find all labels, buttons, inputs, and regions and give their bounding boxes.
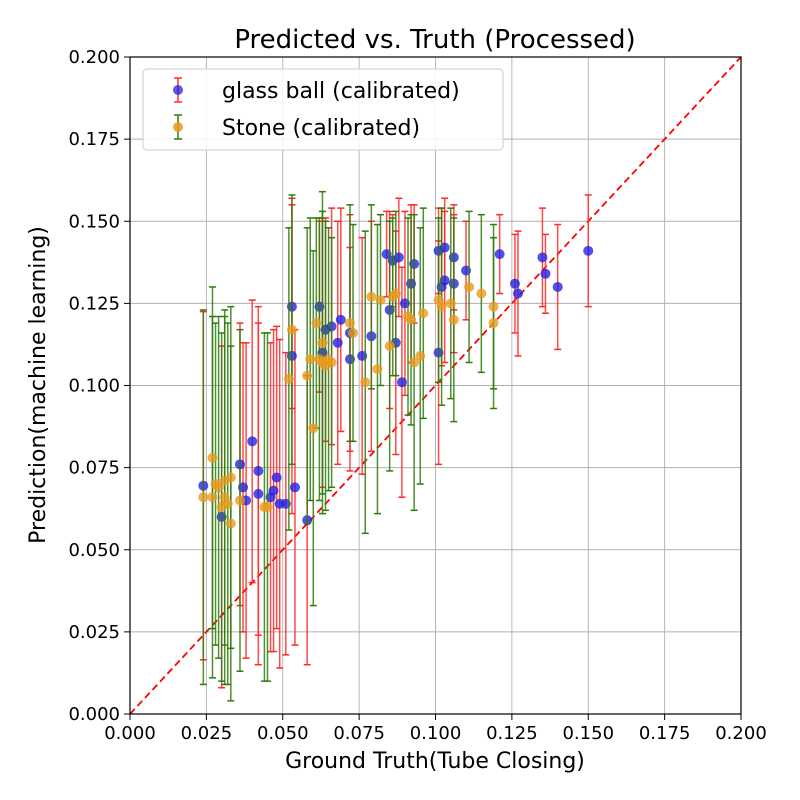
data-point bbox=[372, 364, 383, 375]
series-1-points bbox=[198, 281, 499, 529]
axis-ticks: 0.000 0.025 0.050 0.075 0.100 0.125 0.150 0.175… bbox=[68, 47, 766, 744]
data-point bbox=[406, 314, 417, 325]
data-point bbox=[583, 245, 594, 256]
x-tick-label: 0.100 bbox=[410, 723, 462, 744]
data-point bbox=[289, 482, 300, 493]
data-point bbox=[375, 295, 386, 306]
legend-label-stone: Stone (calibrated) bbox=[222, 116, 420, 141]
data-point bbox=[207, 452, 218, 463]
x-tick-label: 0.075 bbox=[333, 723, 385, 744]
reference-line bbox=[129, 56, 742, 715]
data-point bbox=[332, 337, 343, 348]
data-point bbox=[225, 472, 236, 483]
x-tick-label: 0.200 bbox=[715, 723, 767, 744]
data-point bbox=[262, 502, 273, 513]
data-point bbox=[348, 327, 359, 338]
x-tick-label: 0.025 bbox=[181, 723, 233, 744]
data-point bbox=[552, 281, 563, 292]
y-tick-label: 0.000 bbox=[68, 704, 120, 725]
x-tick-label: 0.000 bbox=[104, 723, 156, 744]
legend-label-glass-ball: glass ball (calibrated) bbox=[222, 79, 460, 104]
data-point bbox=[464, 281, 475, 292]
data-point bbox=[488, 318, 499, 329]
data-point bbox=[213, 482, 224, 493]
x-tick-label: 0.175 bbox=[639, 723, 691, 744]
data-point bbox=[390, 288, 401, 299]
data-point bbox=[396, 377, 407, 388]
data-point bbox=[308, 423, 319, 434]
y-tick-label: 0.125 bbox=[68, 293, 120, 314]
data-point bbox=[311, 318, 322, 329]
x-tick-label: 0.150 bbox=[562, 723, 614, 744]
data-point bbox=[409, 357, 420, 368]
y-axis-label: Prediction(machine learning) bbox=[26, 226, 51, 544]
x-tick-label: 0.050 bbox=[257, 723, 309, 744]
data-point bbox=[253, 488, 264, 499]
data-point bbox=[488, 301, 499, 312]
data-point bbox=[286, 324, 297, 335]
data-point bbox=[509, 278, 520, 289]
legend-marker-glass-ball bbox=[173, 77, 183, 103]
data-point bbox=[512, 288, 523, 299]
data-point bbox=[268, 485, 279, 496]
data-point bbox=[247, 436, 258, 447]
data-point bbox=[222, 498, 233, 509]
data-point bbox=[225, 518, 236, 529]
x-tick-label: 0.125 bbox=[486, 723, 538, 744]
data-point bbox=[283, 373, 294, 384]
y-tick-label: 0.175 bbox=[68, 129, 120, 150]
x-axis-label: Ground Truth(Tube Closing) bbox=[285, 749, 585, 774]
data-point bbox=[234, 495, 245, 506]
data-point bbox=[448, 314, 459, 325]
y-tick-label: 0.075 bbox=[68, 458, 120, 479]
data-point bbox=[360, 377, 371, 388]
chart-title: Predicted vs. Truth (Processed) bbox=[234, 25, 635, 55]
data-point bbox=[198, 492, 209, 503]
legend-box bbox=[142, 68, 504, 151]
legend: glass ball (calibrated) Stone (calibrate… bbox=[142, 68, 504, 151]
data-point bbox=[302, 370, 313, 381]
series-layer bbox=[198, 190, 594, 702]
y-tick-label: 0.200 bbox=[68, 47, 120, 68]
legend-marker-stone bbox=[173, 114, 183, 140]
data-point bbox=[476, 288, 487, 299]
data-point bbox=[537, 252, 548, 263]
data-point bbox=[253, 465, 264, 476]
data-point bbox=[326, 357, 337, 368]
data-point bbox=[436, 301, 447, 312]
y-tick-label: 0.050 bbox=[68, 540, 120, 561]
data-point bbox=[335, 314, 346, 325]
data-point bbox=[418, 308, 429, 319]
data-point bbox=[207, 492, 218, 503]
data-point bbox=[540, 268, 551, 279]
y-tick-label: 0.150 bbox=[68, 211, 120, 232]
y-tick-label: 0.100 bbox=[68, 376, 120, 397]
data-point bbox=[384, 341, 395, 352]
data-point bbox=[494, 249, 505, 260]
data-point bbox=[445, 298, 456, 309]
data-point bbox=[415, 350, 426, 361]
reference-line-layer bbox=[129, 56, 742, 715]
data-point bbox=[366, 291, 377, 302]
data-point bbox=[344, 318, 355, 329]
data-point bbox=[317, 337, 328, 348]
data-point bbox=[305, 354, 316, 365]
y-tick-label: 0.025 bbox=[68, 622, 120, 643]
data-point bbox=[271, 472, 282, 483]
series-1 bbox=[198, 190, 499, 702]
